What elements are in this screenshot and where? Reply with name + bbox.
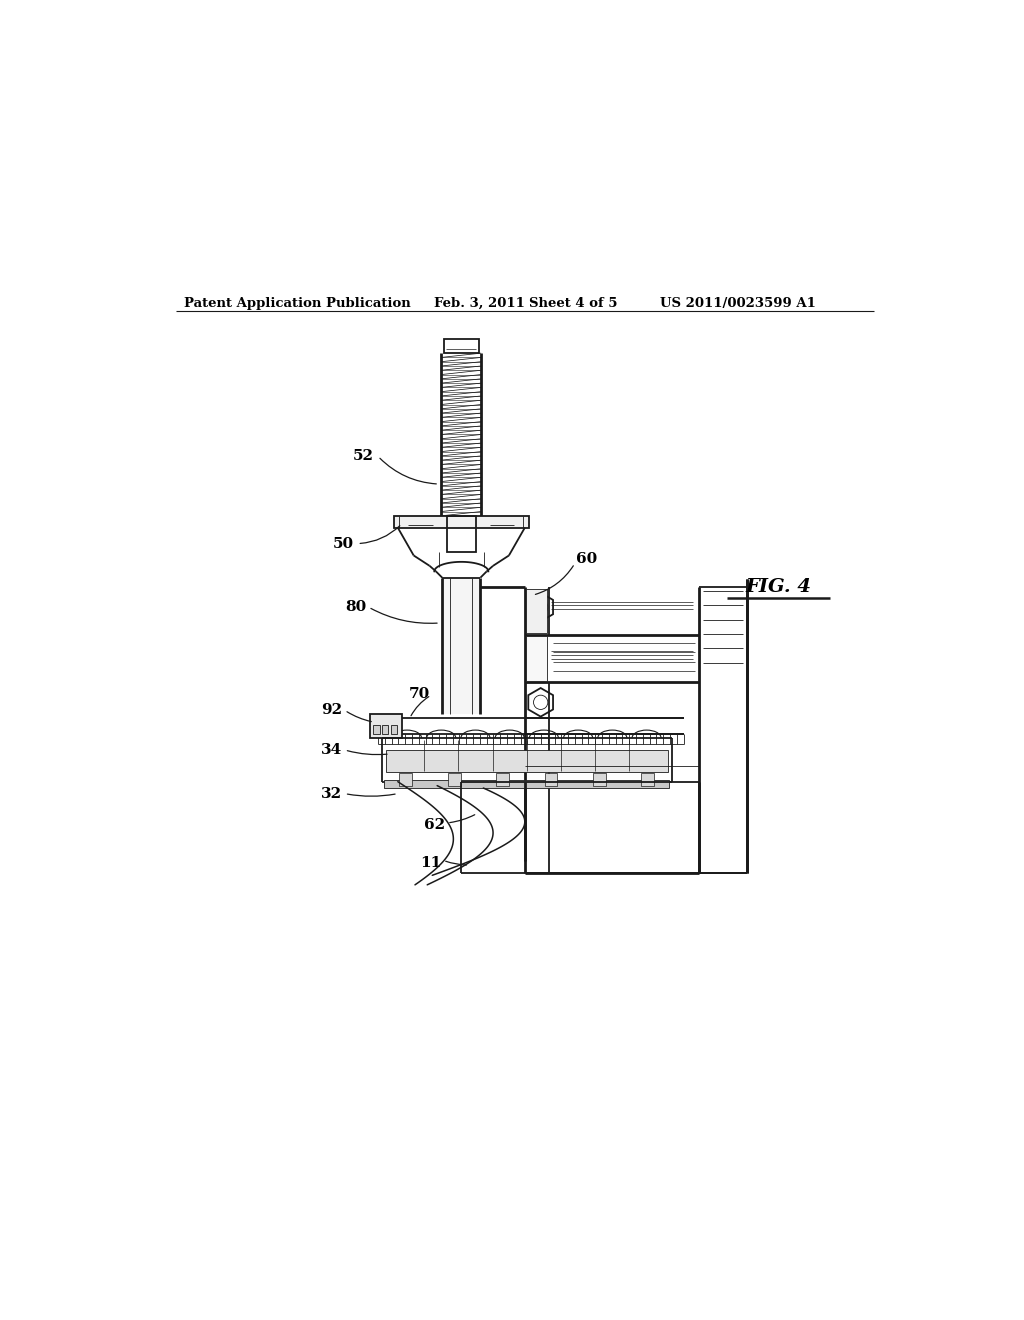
Text: Patent Application Publication: Patent Application Publication: [183, 297, 411, 310]
Text: 80: 80: [345, 601, 367, 614]
Text: 60: 60: [577, 553, 598, 566]
Bar: [394, 516, 528, 528]
Text: FIG. 4: FIG. 4: [745, 578, 812, 597]
Bar: [373, 725, 380, 734]
Bar: [399, 774, 412, 785]
Bar: [391, 725, 397, 734]
Text: Sheet 4 of 5: Sheet 4 of 5: [528, 297, 617, 310]
Text: 62: 62: [424, 818, 445, 833]
Bar: [447, 516, 475, 552]
Text: 50: 50: [333, 537, 354, 550]
Text: 52: 52: [353, 449, 374, 463]
Bar: [593, 774, 606, 785]
Bar: [526, 589, 547, 634]
Text: 32: 32: [322, 787, 342, 800]
Bar: [382, 725, 388, 734]
Text: US 2011/0023599 A1: US 2011/0023599 A1: [659, 297, 815, 310]
Bar: [447, 774, 461, 785]
Bar: [526, 636, 547, 681]
Bar: [370, 714, 401, 738]
Bar: [384, 780, 670, 788]
Bar: [443, 339, 479, 354]
Text: 92: 92: [322, 704, 342, 717]
Text: 34: 34: [321, 743, 342, 756]
Text: 11: 11: [420, 855, 441, 870]
Text: Feb. 3, 2011: Feb. 3, 2011: [433, 297, 524, 310]
Bar: [641, 774, 654, 785]
Bar: [442, 578, 480, 714]
Text: 70: 70: [409, 688, 430, 701]
Bar: [545, 774, 557, 785]
Bar: [497, 774, 509, 785]
Bar: [386, 750, 668, 772]
